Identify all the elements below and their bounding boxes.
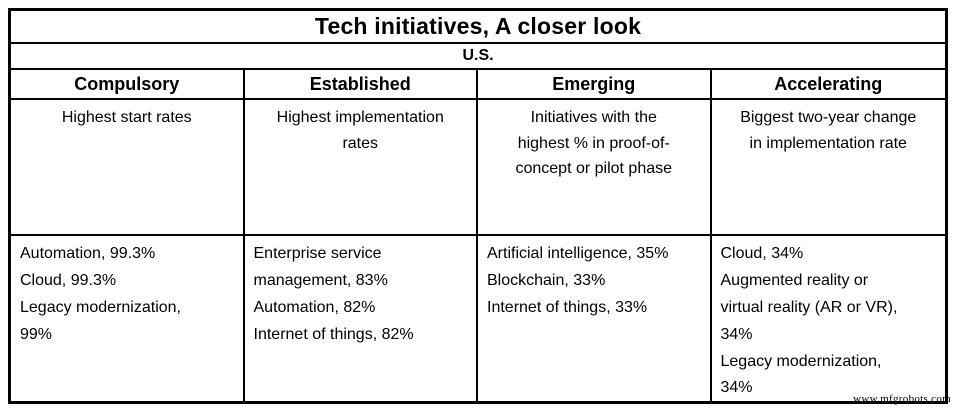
data-item: Cloud, 34% — [720, 245, 804, 262]
watermark: www.mfgrobots.com — [853, 393, 951, 405]
column-data-accelerating: Cloud, 34% Augmented reality or virtual r… — [712, 236, 946, 402]
column-data-compulsory: Automation, 99.3% Cloud, 99.3% Legacy mode… — [11, 236, 245, 403]
data-item: Augmented reality or virtual reality (AR… — [720, 271, 898, 343]
data-row: Automation, 99.3% Cloud, 99.3% Legacy mode… — [11, 236, 946, 403]
data-item: Automation, 99.3% — [20, 245, 156, 262]
data-item: Automation, 82% — [253, 298, 376, 316]
column-header-emerging: Emerging — [478, 70, 712, 98]
data-item: Internet of things, 82% — [253, 325, 414, 343]
column-header-established: Established — [245, 70, 478, 98]
table-title: Tech initiatives, A closer look — [314, 13, 642, 39]
column-description-compulsory: Highest start rates — [11, 100, 245, 234]
data-item: Enterprise service management, 83% — [253, 245, 388, 289]
header-row: Compulsory Established Emerging Acceleratin… — [11, 70, 945, 100]
column-description-accelerating: Biggest two-year change in implementatio… — [740, 109, 917, 152]
data-item: Legacy modernization, 34% — [720, 352, 882, 397]
title-row: Tech initiatives, A closer look — [11, 11, 945, 44]
data-item: Cloud, 99.3% — [20, 271, 117, 289]
column-header-accelerating: Accelerating — [774, 73, 883, 94]
column-description-emerging: Initiatives with the highest % in proof-… — [478, 100, 712, 234]
region-row: U.S. — [11, 44, 945, 70]
description-row: Highest start rates Highest implementatio… — [11, 100, 945, 236]
column-header-compulsory: Compulsory — [11, 70, 245, 98]
column-data-established: Enterprise service management, 83% Automa… — [245, 236, 478, 403]
data-item: Blockchain, 33% — [487, 271, 606, 289]
data-item: Artificial intelligence, 35% — [487, 245, 669, 262]
tech-initiatives-table: Tech initiatives, A closer look U.S. Com… — [8, 8, 948, 404]
region-label: U.S. — [462, 47, 494, 64]
column-description-established: Highest implementation rates — [245, 100, 478, 234]
data-item: Legacy modernization, 99% — [20, 298, 181, 343]
data-item: Internet of things, 33% — [487, 298, 648, 316]
column-data-emerging: Artificial intelligence, 35% Blockchain, … — [478, 236, 712, 403]
